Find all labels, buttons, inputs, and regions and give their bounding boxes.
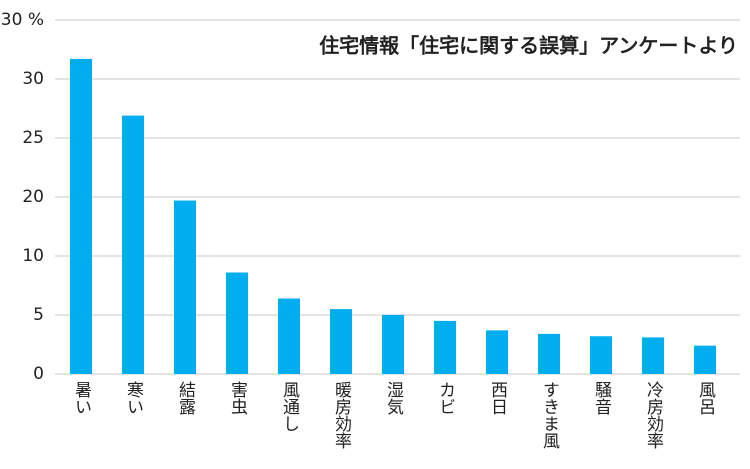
bar: [434, 320, 456, 374]
x-tick-label: 害虫: [227, 381, 248, 415]
bar: [538, 333, 560, 374]
x-tick-label: 寒い: [123, 381, 144, 415]
bar: [70, 58, 92, 374]
bar: [278, 298, 300, 374]
x-tick-label: 風呂: [695, 381, 716, 415]
y-tick-label: 30 %: [1, 10, 44, 30]
x-tick-label: 暖房効率: [331, 381, 352, 449]
x-tick-label: 冷房効率: [643, 381, 664, 449]
x-tick-label: カビ: [435, 381, 455, 415]
bar: [590, 336, 612, 374]
x-tick-label: 暑い: [71, 381, 92, 415]
bar: [642, 337, 664, 374]
x-tick-label: 風通し: [279, 381, 300, 432]
chart-title: 住宅情報「住宅に関する誤算」アンケートより: [319, 34, 738, 58]
y-tick-label: 5: [33, 305, 44, 325]
x-tick-label: 騒音: [591, 381, 612, 415]
y-tick-label: 0: [33, 364, 44, 384]
x-tick-label: 結露: [175, 381, 196, 415]
y-tick-label: 10: [22, 246, 44, 266]
bar: [174, 200, 196, 374]
bar: [330, 309, 352, 374]
y-tick-label: 25: [22, 128, 44, 148]
y-tick-label: 30: [22, 69, 44, 89]
y-tick-label: 20: [22, 187, 44, 207]
bar: [382, 315, 404, 374]
bar: [486, 330, 508, 374]
x-tick-label: 湿気: [383, 381, 404, 416]
bar: [122, 115, 144, 374]
x-tick-label: すきま風: [539, 381, 560, 450]
bar: [694, 345, 716, 374]
x-tick-label: 西日: [487, 381, 507, 415]
bar: [226, 272, 248, 374]
